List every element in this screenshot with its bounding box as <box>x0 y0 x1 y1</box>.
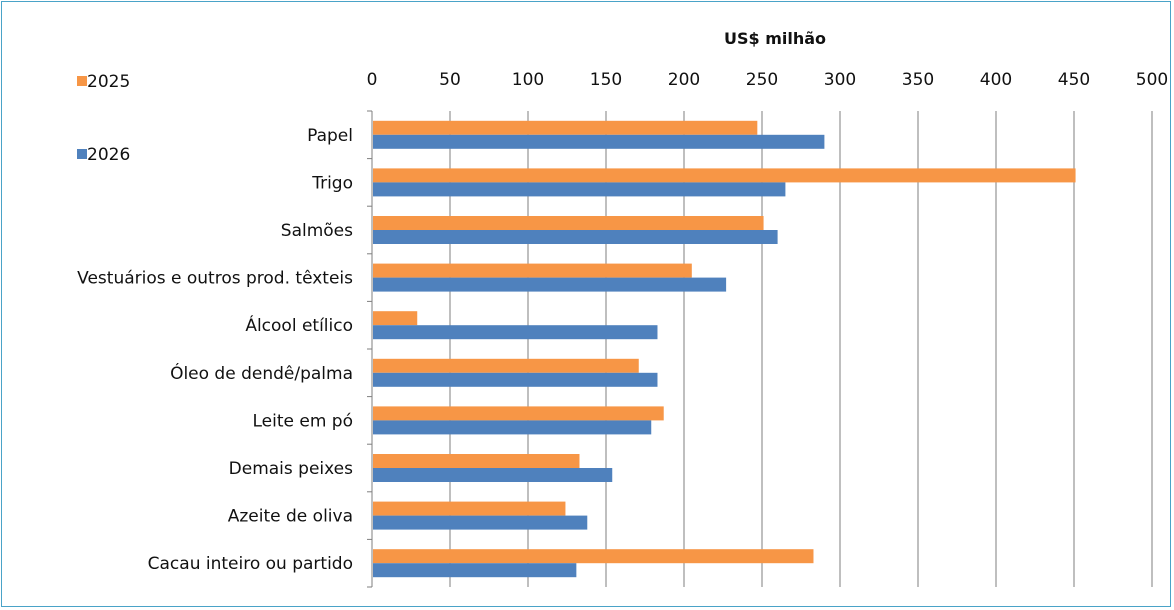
x-tick-label: 250 <box>746 70 778 90</box>
x-tick-label: 500 <box>1136 70 1168 90</box>
bar-2025-5 <box>373 358 639 373</box>
legend-label-2026: 2026 <box>87 145 130 165</box>
chart-title: US$ milhão <box>724 29 826 48</box>
bars <box>373 120 1076 578</box>
axes <box>367 110 373 588</box>
category-label: Vestuários e outros prod. têxteis <box>77 269 353 289</box>
bar-2025-0 <box>373 120 758 135</box>
bar-2026-5 <box>373 372 658 387</box>
x-tick-label: 150 <box>590 70 622 90</box>
category-label: Álcool etílico <box>245 314 353 336</box>
bar-2025-8 <box>373 501 566 516</box>
x-tick-label: 200 <box>668 70 700 90</box>
bar-2025-3 <box>373 263 692 278</box>
bar-2026-3 <box>373 277 727 292</box>
x-tick-label: 450 <box>1058 70 1090 90</box>
bar-2025-6 <box>373 406 664 421</box>
bar-2025-2 <box>373 216 764 230</box>
category-label: Leite em pó <box>253 411 354 431</box>
category-label: Trigo <box>311 173 353 193</box>
labels: US$ milhão 0 50 100 150 200 250 300 350 400 450 50… <box>77 29 1168 574</box>
bar-2025-7 <box>373 454 580 468</box>
bar-2026-8 <box>373 515 588 530</box>
x-tick-label: 0 <box>367 70 378 90</box>
bar-2026-1 <box>373 182 786 197</box>
legend-swatch-2026 <box>77 149 87 159</box>
x-tick-label: 400 <box>980 70 1012 90</box>
x-tick-label: 350 <box>902 70 934 90</box>
x-tick-label: 100 <box>512 70 544 90</box>
bar-2026-6 <box>373 420 652 435</box>
category-label: Papel <box>307 126 353 146</box>
bar-2026-9 <box>373 563 577 578</box>
bar-2026-2 <box>373 230 778 244</box>
category-label: Cacau inteiro ou partido <box>148 554 353 574</box>
legend-swatch-2025 <box>77 76 87 86</box>
category-label: Salmões <box>281 221 353 241</box>
category-label: Azeite de oliva <box>228 507 353 527</box>
bar-2026-4 <box>373 325 658 340</box>
legend-label-2025: 2025 <box>87 72 130 92</box>
bar-2025-9 <box>373 549 814 564</box>
legend: 2025 2026 <box>77 72 130 165</box>
bar-2025-1 <box>373 168 1076 183</box>
x-tick-label: 50 <box>439 70 461 90</box>
category-label: Demais peixes <box>229 459 353 479</box>
bar-2026-0 <box>373 134 825 149</box>
bar-2025-4 <box>373 311 418 326</box>
bar-2026-7 <box>373 468 613 482</box>
x-tick-label: 300 <box>824 70 856 90</box>
category-label: Óleo de dendê/palma <box>170 362 353 384</box>
